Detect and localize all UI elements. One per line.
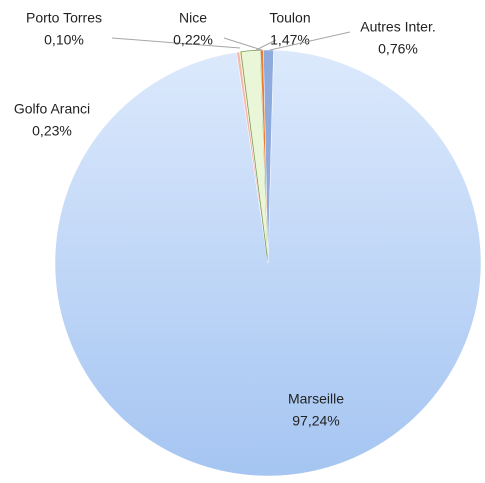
slice-label: Nice [179,10,207,26]
slice-label: Golfo Aranci [14,101,90,117]
slice-label: Porto Torres [26,10,102,26]
slice-label: Autres Inter. [360,19,435,35]
pie-slice [263,49,274,264]
leader-line [255,39,277,51]
slice-value-label: 0,10% [44,32,84,48]
leader-line [111,37,241,49]
slice-value-label: 0,22% [173,32,213,48]
slice-value-label: 97,24% [292,413,339,429]
slice-value-label: 0,76% [378,41,418,57]
leader-line [269,31,351,51]
slice-label: Marseille [288,391,344,407]
leader-line [223,37,263,51]
slice-value-label: 0,23% [32,123,72,139]
slice-label: Toulon [269,10,310,26]
